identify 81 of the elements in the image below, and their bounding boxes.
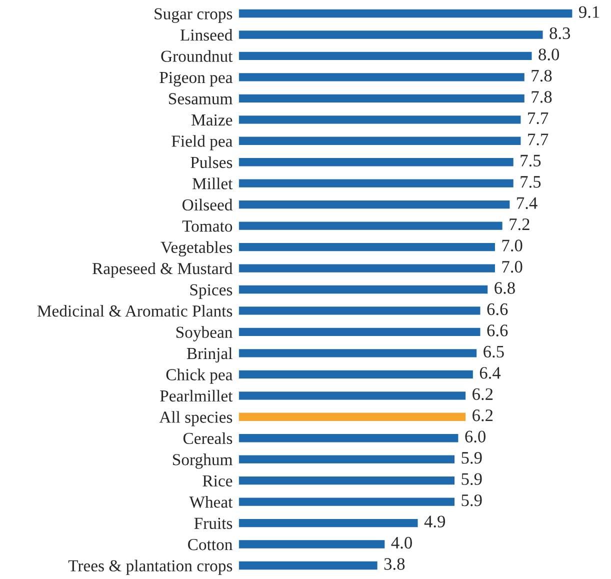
data-label: 9.1	[579, 6, 600, 18]
y-tick-label: Millet	[192, 178, 233, 190]
bar	[238, 305, 482, 316]
bar	[238, 50, 534, 62]
bar	[238, 156, 515, 168]
y-tick-label: Cereals	[183, 432, 232, 444]
bar	[238, 368, 474, 380]
data-label: 6.8	[494, 282, 515, 294]
data-label: 7.7	[528, 112, 548, 124]
y-tick-label: Soybean	[176, 326, 232, 342]
y-tick-label: Vegetables	[160, 241, 232, 256]
data-label: 4.0	[391, 536, 412, 549]
y-tick-label: Brinjal	[186, 347, 232, 363]
bar	[238, 92, 526, 104]
data-label: 6.6	[487, 303, 508, 316]
y-tick-label: Cotton	[188, 539, 232, 550]
data-label: 7.0	[502, 240, 522, 252]
y-tick-label: Sorghum	[173, 454, 232, 469]
bar	[238, 560, 379, 571]
data-label: 7.8	[532, 70, 552, 82]
y-tick-label: Sesamum	[169, 93, 232, 104]
data-label: 7.4	[517, 197, 538, 209]
y-tick-label: Tomato	[182, 220, 232, 232]
bar	[238, 326, 482, 338]
y-tick-label: Spices	[190, 284, 232, 299]
bar	[238, 220, 504, 232]
bar	[238, 8, 574, 19]
y-tick-label: Pulses	[190, 156, 232, 168]
y-tick-label: Pearlmillet	[160, 390, 233, 402]
y-tick-label: Field pea	[172, 135, 233, 150]
data-label: 6.5	[484, 346, 504, 358]
y-tick-label: Rice	[202, 475, 232, 487]
bar	[238, 538, 386, 550]
data-label: 7.5	[520, 154, 541, 167]
data-label: 8.0	[538, 48, 560, 60]
data-label: 4.9	[424, 516, 446, 528]
y-tick-label: Groundnut	[161, 50, 233, 62]
data-label: 6.0	[465, 430, 486, 443]
data-label: 5.9	[462, 494, 482, 506]
bar	[238, 135, 522, 146]
y-tick-label: Fruits	[194, 518, 232, 529]
bar	[238, 496, 456, 508]
y-tick-label: Maize	[192, 114, 232, 126]
y-tick-label: Oilseed	[182, 198, 233, 211]
bar	[238, 178, 515, 189]
data-label: 6.2	[472, 388, 493, 400]
y-tick-label: Rapeseed & Mustard	[92, 262, 233, 278]
bar	[238, 262, 496, 274]
bar	[238, 475, 456, 486]
data-label: 6.4	[480, 367, 501, 379]
bar	[238, 454, 456, 465]
data-label: 3.8	[384, 558, 405, 570]
y-tick-label: Wheat	[189, 496, 233, 508]
data-label: 6.2	[472, 410, 493, 422]
bar	[238, 432, 460, 444]
data-label: 5.9	[462, 452, 482, 464]
bar	[238, 199, 512, 210]
y-tick-label: All species	[159, 411, 232, 426]
data-label: 7.8	[532, 91, 552, 103]
y-tick-label: Linseed	[180, 28, 233, 41]
data-label: 7.5	[520, 176, 541, 188]
y-tick-label: Chick pea	[166, 368, 233, 384]
bar	[238, 242, 496, 253]
y-tick-label: Trees & plantation crops	[68, 560, 232, 575]
data-label: 7.2	[510, 218, 530, 230]
data-label: 6.6	[487, 324, 508, 336]
data-label: 8.3	[550, 27, 570, 40]
y-tick-label: Sugar crops	[154, 8, 232, 23]
data-label: 7.0	[502, 260, 522, 273]
bar	[238, 390, 467, 402]
bar	[238, 348, 478, 359]
bar	[238, 284, 490, 295]
data-label: 5.9	[462, 473, 482, 485]
bar	[238, 29, 544, 40]
bar	[238, 518, 420, 528]
y-tick-label: Medicinal & Aromatic Plants	[37, 304, 232, 317]
data-label: 7.7	[528, 134, 548, 146]
bar	[238, 114, 522, 126]
bar	[238, 72, 526, 83]
bar	[238, 411, 467, 422]
y-tick-label: Pigeon pea	[160, 72, 233, 87]
